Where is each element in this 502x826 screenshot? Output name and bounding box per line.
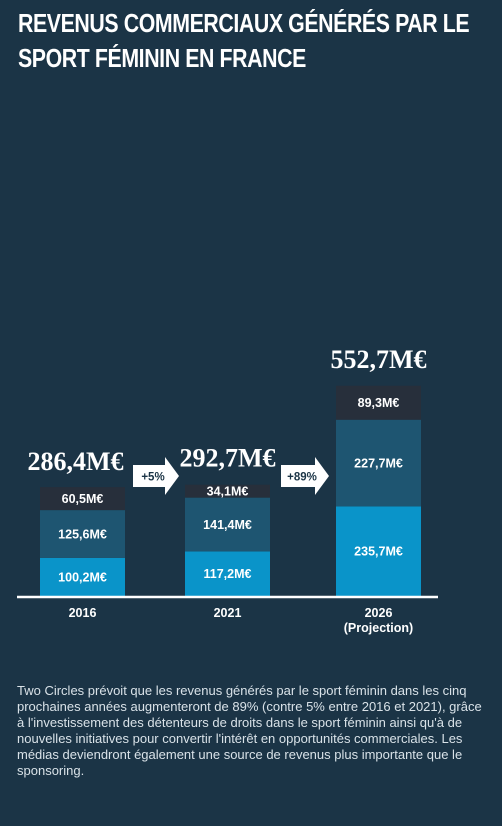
x-tick-sublabel: (Projection) — [344, 621, 413, 635]
total-label: 286,4M€ — [27, 447, 123, 476]
data-label: 100,2M€ — [58, 570, 107, 584]
x-tick-label: 2026 — [365, 606, 393, 620]
data-label: 235,7M€ — [354, 545, 403, 559]
bar-segment — [336, 385, 421, 420]
data-label: 141,4M€ — [203, 518, 252, 532]
data-label: 227,7M€ — [354, 457, 403, 471]
growth-label: +89% — [287, 472, 317, 484]
bar-segment — [185, 497, 270, 552]
bar-segment — [336, 506, 421, 596]
chart-title: REVENUS COMMERCIAUX GÉNÉRÉS PAR LE SPORT… — [18, 8, 470, 73]
total-label: 552,7M€ — [330, 345, 426, 374]
x-tick-label: 2021 — [214, 606, 242, 620]
total-label: 292,7M€ — [179, 444, 275, 473]
bar-segment — [185, 484, 270, 498]
x-tick-label: 2016 — [69, 606, 97, 620]
bar-segment — [40, 487, 125, 511]
data-label: 117,2M€ — [204, 567, 252, 581]
data-label: 34,1M€ — [207, 485, 249, 499]
bar-segment — [185, 551, 270, 596]
bar-segment — [40, 510, 125, 558]
data-label: 125,6M€ — [58, 527, 107, 541]
data-label: 60,5M€ — [62, 492, 104, 506]
stacked-bar-chart: 100,2M€ 125,6M€ 60,5M€ 286,4M€ 2016 117,2M€ 14… — [17, 345, 438, 635]
data-label: 89,3M€ — [358, 396, 400, 410]
growth-arrow — [281, 457, 329, 495]
growth-arrow — [133, 457, 179, 495]
growth-label: +5% — [141, 472, 164, 484]
bar-segment — [40, 557, 125, 596]
bar-segment — [336, 419, 421, 507]
chart-description: Two Circles prévoit que les revenus géné… — [17, 683, 482, 778]
